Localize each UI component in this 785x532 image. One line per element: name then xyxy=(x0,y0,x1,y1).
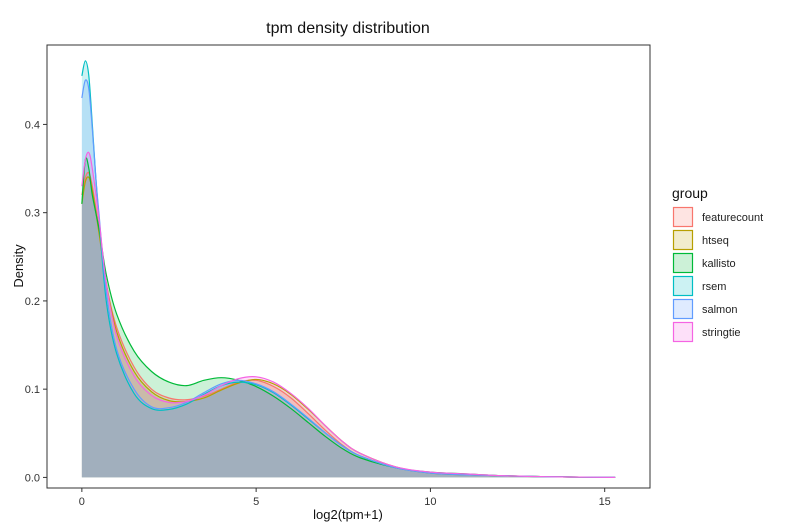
x-tick-label: 0 xyxy=(79,496,85,508)
chart-title: tpm density distribution xyxy=(266,20,430,37)
legend-label: featurecount xyxy=(702,212,763,224)
legend-label: htseq xyxy=(702,235,729,247)
area-stringtie xyxy=(81,152,616,478)
legend-label: stringtie xyxy=(702,327,741,339)
y-tick-label: 0.3 xyxy=(25,208,40,220)
area-rsem xyxy=(81,60,616,478)
legend-item-kallisto: kallisto xyxy=(672,252,736,274)
legend-item-rsem: rsem xyxy=(672,275,726,297)
area-salmon xyxy=(81,79,616,478)
legend-item-stringtie: stringtie xyxy=(672,321,741,343)
x-tick-label: 10 xyxy=(424,496,436,508)
legend: group featurecount htseq kallisto rsem salmo… xyxy=(672,185,763,343)
legend-title: group xyxy=(672,185,708,201)
density-lines xyxy=(81,60,616,479)
legend-item-htseq: htseq xyxy=(672,229,729,251)
legend-swatch xyxy=(672,206,694,228)
x-tick-label: 15 xyxy=(599,496,611,508)
legend-label: salmon xyxy=(702,304,737,316)
area-featurecount xyxy=(81,172,616,478)
y-tick-label: 0.4 xyxy=(25,119,40,131)
x-axis: 0 5 10 15 xyxy=(79,488,611,508)
x-tick-label: 5 xyxy=(253,496,259,508)
y-tick-label: 0.0 xyxy=(25,472,40,484)
legend-swatch xyxy=(672,321,694,343)
legend-item-salmon: salmon xyxy=(672,298,737,320)
legend-swatch xyxy=(672,252,694,274)
y-axis-title: Density xyxy=(11,244,26,288)
legend-item-featurecount: featurecount xyxy=(672,206,763,228)
plot-panel xyxy=(46,44,651,489)
line-salmon xyxy=(81,79,616,479)
y-tick-label: 0.2 xyxy=(25,296,40,308)
line-stringtie xyxy=(81,151,616,479)
y-axis: 0.0 0.1 0.2 0.3 0.4 xyxy=(25,119,47,484)
x-axis-title: log2(tpm+1) xyxy=(313,507,383,522)
legend-swatch xyxy=(672,229,694,251)
density-areas xyxy=(81,60,616,478)
legend-label: rsem xyxy=(702,281,726,293)
legend-swatch xyxy=(672,275,694,297)
legend-label: kallisto xyxy=(702,258,736,270)
area-kallisto xyxy=(81,157,616,478)
y-tick-label: 0.1 xyxy=(25,384,40,396)
legend-swatch xyxy=(672,298,694,320)
area-htseq xyxy=(81,176,616,478)
